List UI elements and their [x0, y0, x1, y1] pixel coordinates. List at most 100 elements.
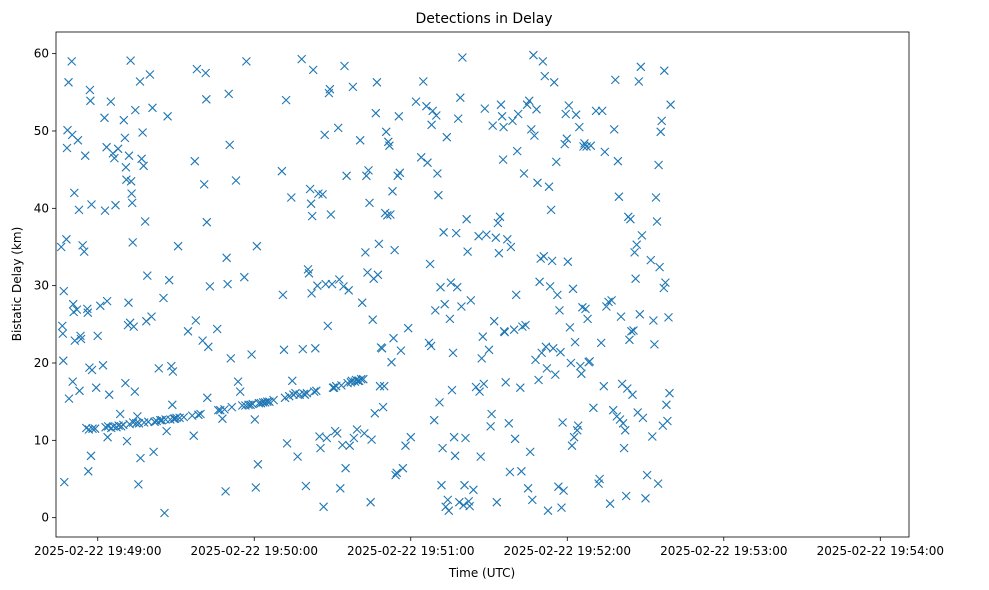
data-point	[85, 85, 95, 95]
data-point	[128, 238, 138, 247]
data-point	[377, 343, 387, 353]
data-point	[535, 277, 544, 287]
data-point	[111, 200, 120, 210]
data-point	[428, 106, 438, 116]
data-point	[250, 415, 260, 424]
data-point	[183, 326, 193, 336]
data-point	[302, 388, 312, 398]
data-point	[154, 364, 164, 373]
data-point	[529, 50, 538, 60]
data-point	[662, 400, 671, 410]
data-point	[540, 71, 550, 81]
data-point	[389, 333, 398, 343]
data-point	[546, 205, 556, 215]
data-point	[452, 282, 462, 292]
data-point	[505, 467, 515, 477]
data-point	[553, 290, 562, 300]
data-point	[630, 248, 639, 257]
data-point	[665, 388, 674, 398]
data-point	[301, 481, 311, 491]
data-point	[231, 176, 241, 185]
data-point	[506, 242, 516, 252]
data-point	[87, 365, 97, 375]
data-point	[235, 387, 245, 396]
data-point	[431, 111, 441, 120]
data-point	[510, 434, 520, 444]
data-point	[607, 296, 616, 305]
data-point	[145, 70, 155, 79]
data-point	[160, 508, 169, 518]
data-point	[493, 218, 503, 228]
data-point	[605, 499, 615, 509]
data-point	[565, 323, 575, 332]
data-point	[126, 176, 136, 186]
data-point	[502, 234, 512, 244]
y-axis: 0 10 20 30 40 50 60	[34, 47, 56, 525]
data-point	[396, 346, 406, 355]
data-point	[575, 361, 585, 371]
y-tick-label: 20	[34, 356, 49, 370]
data-point	[641, 493, 650, 503]
data-point	[499, 122, 508, 132]
data-point	[83, 466, 93, 476]
data-point	[59, 477, 69, 487]
data-point	[484, 345, 494, 355]
data-point	[398, 463, 408, 473]
data-point	[307, 289, 316, 298]
data-point	[492, 497, 502, 507]
data-point	[341, 463, 350, 473]
data-point	[591, 106, 601, 116]
data-point	[466, 296, 476, 305]
data-point	[385, 141, 394, 151]
data-point	[494, 248, 504, 258]
data-point	[356, 374, 366, 384]
data-point	[323, 321, 333, 331]
data-point	[242, 57, 251, 66]
data-point	[201, 68, 211, 78]
data-point	[600, 147, 610, 157]
data-point	[437, 480, 446, 490]
data-point	[163, 111, 172, 121]
data-point	[652, 217, 662, 226]
data-point	[566, 358, 576, 368]
data-point	[659, 283, 669, 293]
data-point	[465, 501, 475, 511]
data-point	[585, 357, 595, 366]
data-point	[661, 278, 670, 287]
data-point	[530, 131, 539, 140]
data-point	[515, 383, 525, 393]
data-point	[143, 417, 153, 427]
data-point	[286, 193, 296, 202]
data-point	[58, 329, 68, 338]
data-point	[571, 110, 581, 120]
data-point	[202, 217, 212, 227]
data-point	[450, 451, 460, 461]
data-point	[316, 443, 325, 453]
data-point	[597, 106, 607, 116]
data-point	[367, 435, 376, 444]
data-point	[127, 189, 136, 198]
data-point	[100, 206, 110, 215]
data-point	[659, 66, 669, 76]
data-point	[309, 387, 319, 396]
data-point	[64, 394, 74, 403]
data-point	[126, 56, 135, 65]
data-point	[72, 305, 82, 314]
data-point	[205, 282, 215, 291]
data-point	[352, 425, 362, 434]
data-point	[440, 299, 450, 309]
data-point	[190, 156, 200, 166]
data-point	[338, 440, 347, 450]
data-point	[556, 347, 565, 357]
data-point	[308, 65, 318, 75]
data-point	[119, 115, 129, 125]
data-point	[653, 479, 663, 488]
data-point	[488, 121, 498, 130]
data-point	[368, 315, 378, 325]
data-point	[348, 82, 358, 92]
data-point	[129, 322, 139, 331]
data-point	[374, 239, 384, 249]
x-tick-label: 2025-02-22 19:51:00	[347, 544, 474, 558]
data-point	[551, 157, 561, 167]
data-point	[82, 304, 92, 314]
